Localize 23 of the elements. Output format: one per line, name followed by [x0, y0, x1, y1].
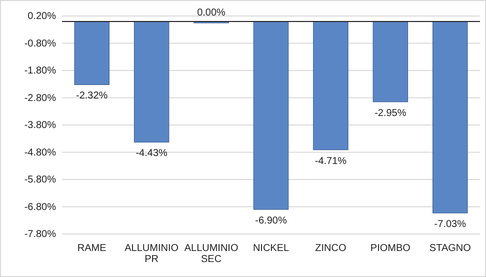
data-label: -7.03% — [434, 219, 466, 230]
x-tick-label: RAME — [77, 243, 107, 254]
y-tick-label: -0.80% — [24, 38, 56, 50]
y-tick-label: -6.80% — [24, 202, 56, 213]
y-tick-label: -2.80% — [24, 92, 56, 104]
data-label: -2.32% — [76, 90, 108, 102]
x-tick-label: NICKEL — [252, 243, 290, 254]
y-tick-label: 0.20% — [28, 11, 56, 22]
x-tick-label: ZINCO — [315, 243, 346, 254]
data-label: -6.90% — [255, 215, 287, 226]
x-tick-label: ALLUMINIO SEC — [184, 243, 238, 266]
y-tick-label: -4.80% — [24, 147, 56, 158]
data-label: -4.71% — [314, 156, 347, 167]
y-tick-label: -7.80% — [24, 229, 56, 240]
x-tick-label: PIOMBO — [370, 243, 411, 254]
x-tick-label: STAGNO — [429, 243, 472, 254]
x-tick-label: ALLUMINIO PR — [124, 243, 179, 266]
y-tick-label: -3.80% — [24, 120, 56, 132]
data-label: 0.00% — [197, 7, 226, 18]
data-label: -4.43% — [136, 148, 168, 160]
y-tick-label: -5.80% — [24, 174, 56, 186]
y-tick-label: -1.80% — [24, 66, 56, 77]
data-label: -2.95% — [374, 108, 406, 119]
